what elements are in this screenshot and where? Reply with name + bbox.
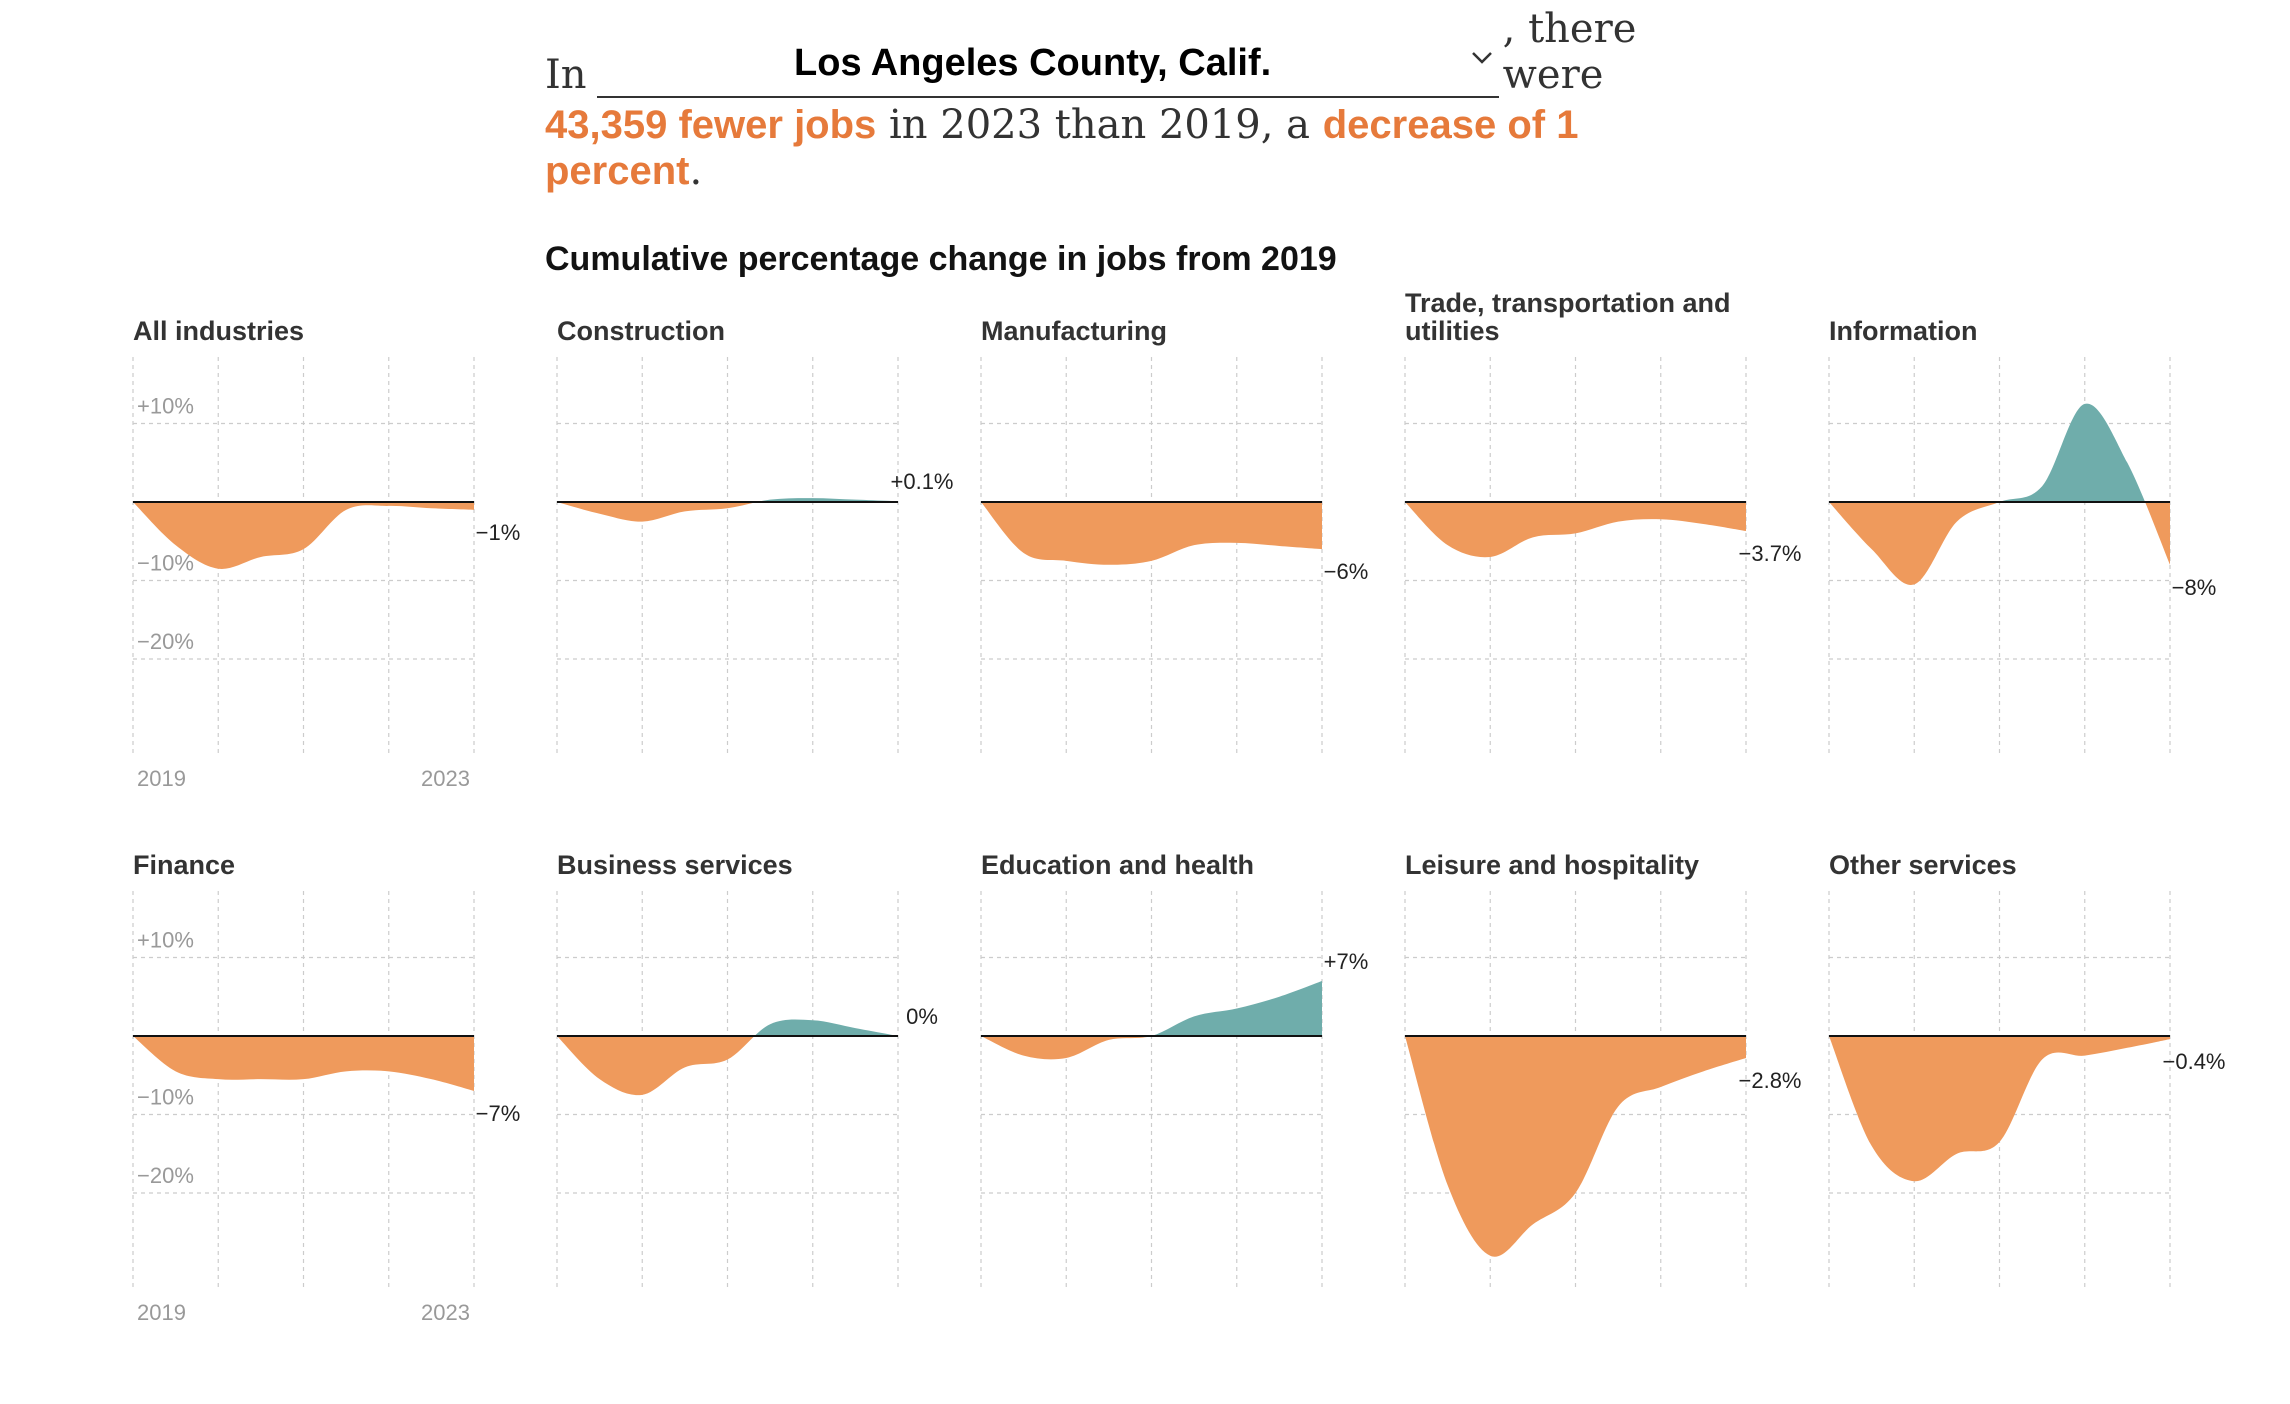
decline-area [981, 502, 1322, 565]
panel-title: Business services [557, 850, 793, 880]
decline-area [1829, 1036, 2170, 1182]
end-value-label: −7% [476, 1101, 521, 1126]
jobs-change-text: 43,359 fewer jobs [545, 103, 877, 147]
county-selector-value: Los Angeles County, Calif. [794, 42, 1272, 84]
decline-area [133, 1036, 474, 1091]
chart-panel: Other services −0.4% [1828, 850, 2226, 1291]
panel-title: Construction [557, 316, 725, 346]
chart-panel: Education and health +7% [980, 850, 1369, 1291]
y-tick-label: +10% [137, 394, 194, 419]
decline-area [1405, 502, 1746, 558]
chart-panel: Manufacturing −6% [980, 316, 1369, 757]
county-selector[interactable]: Los Angeles County, Calif. [596, 34, 1499, 98]
x-tick-label: 2023 [421, 1300, 470, 1325]
end-value-label: −6% [1324, 559, 1369, 584]
intro-prefix: In [545, 52, 587, 98]
chart-title: Cumulative percentage change in jobs fro… [545, 240, 1337, 278]
x-tick-label: 2023 [421, 766, 470, 791]
decline-area [133, 502, 474, 569]
decline-area [1405, 1036, 1746, 1257]
decline-area [981, 1036, 1322, 1060]
decline-area [557, 1036, 898, 1096]
headline-line-2: 43,359 fewer jobs in 2023 than 2019, a d… [545, 102, 1745, 194]
end-value-label: +0.1% [891, 469, 954, 494]
end-value-label: −1% [476, 520, 521, 545]
end-value-label: −8% [2172, 575, 2217, 600]
decline-area [1829, 502, 2170, 585]
panel-title: utilities [1405, 316, 1500, 346]
y-tick-label: −20% [137, 1163, 194, 1188]
panel-title: Trade, transportation and [1405, 288, 1731, 318]
intro-end: . [689, 148, 703, 194]
y-tick-label: +10% [137, 928, 194, 953]
panel-title: Information [1829, 316, 1978, 346]
y-tick-label: −10% [137, 1085, 194, 1110]
end-value-label: −0.4% [2163, 1049, 2226, 1074]
panel-title: Leisure and hospitality [1405, 850, 1699, 880]
headline-line-1: In Los Angeles County, Calif. , there we… [545, 6, 1745, 98]
chart-panel: Leisure and hospitality −2.8% [1404, 850, 1802, 1291]
end-value-label: +7% [1324, 949, 1369, 974]
growth-area [1829, 403, 2170, 502]
decline-area [557, 502, 898, 522]
chart-panel: Finance −7% +10% −10% −20% 2019 2023 [132, 850, 521, 1325]
x-tick-label: 2019 [137, 1300, 186, 1325]
x-tick-label: 2019 [137, 766, 186, 791]
growth-area [981, 981, 1322, 1036]
panel-title: Finance [133, 850, 235, 880]
chart-panel: Information −8% [1828, 316, 2217, 757]
percent-change-text: decrease of 1 percent [545, 103, 1579, 193]
panel-title: Education and health [981, 850, 1254, 880]
chevron-down-icon [1471, 52, 1492, 64]
end-value-label: −2.8% [1739, 1068, 1802, 1093]
end-value-label: 0% [906, 1004, 938, 1029]
end-value-label: −3.7% [1739, 541, 1802, 566]
panel-title: All industries [133, 316, 304, 346]
intro-suffix: , there were [1502, 6, 1637, 98]
panel-title: Other services [1829, 850, 2017, 880]
chart-panel: All industries −1% +10% −10% −20% 2019 2023 [132, 316, 521, 791]
y-tick-label: −10% [137, 551, 194, 576]
y-tick-label: −20% [137, 629, 194, 654]
chart-panel: Business services 0% [556, 850, 938, 1291]
panel-title: Manufacturing [981, 316, 1167, 346]
intro-middle: in 2023 than 2019, a [876, 102, 1323, 148]
growth-area [557, 1019, 898, 1036]
chart-panel: Construction +0.1% [556, 316, 954, 757]
